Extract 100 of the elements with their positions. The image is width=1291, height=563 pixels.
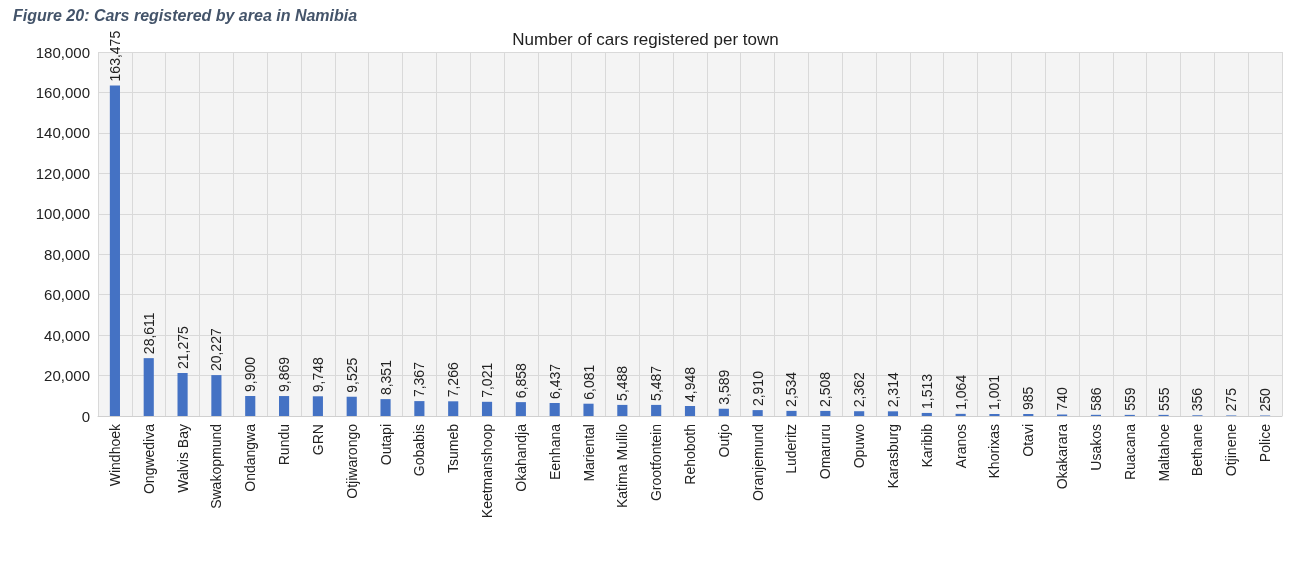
bar <box>143 358 154 416</box>
bar <box>955 413 966 416</box>
y-tick-label: 80,000 <box>44 245 90 263</box>
chart-title: Number of cars registered per town <box>512 30 779 49</box>
bar <box>312 396 323 416</box>
x-tick-label: Ruacana <box>1121 423 1138 481</box>
y-tick-label: 180,000 <box>35 43 90 61</box>
x-tick-label: Karibib <box>918 423 935 468</box>
data-label: 2,362 <box>851 371 868 408</box>
x-tick-label: GRN <box>309 424 326 456</box>
data-label: 250 <box>1257 387 1274 412</box>
data-label: 555 <box>1155 387 1172 411</box>
data-label: 2,910 <box>749 370 766 407</box>
data-label: 9,869 <box>276 356 293 393</box>
data-label: 7,367 <box>411 361 428 398</box>
data-label: 7,021 <box>479 362 496 398</box>
y-tick-label: 140,000 <box>35 124 90 142</box>
data-label: 2,534 <box>783 371 800 407</box>
x-tick-label: Omaruru <box>817 424 834 480</box>
bar <box>245 395 256 416</box>
x-tick-label: Ondangwa <box>242 423 259 492</box>
bar <box>414 401 425 416</box>
bar <box>786 410 797 416</box>
bar <box>549 402 560 416</box>
data-label: 7,266 <box>445 362 462 398</box>
bar <box>109 85 120 416</box>
x-tick-label: Otjiwarongo <box>343 423 360 499</box>
data-label: 4,948 <box>682 366 698 402</box>
bar <box>989 413 1000 416</box>
x-tick-label: Walvis Bay <box>174 424 191 493</box>
bar <box>752 410 763 416</box>
bar <box>583 403 594 416</box>
x-tick-label: Khorixas <box>986 424 1003 479</box>
y-tick-label: 160,000 <box>35 83 90 101</box>
bar <box>380 399 391 416</box>
data-label: 740 <box>1054 386 1071 411</box>
bar <box>684 405 696 416</box>
x-tick-label: Rehoboth <box>682 424 698 485</box>
data-label: 9,525 <box>343 357 360 393</box>
x-tick-label: Rundu <box>276 424 293 466</box>
data-label: 9,900 <box>242 356 259 392</box>
bar <box>718 408 729 416</box>
y-tick-label: 100,000 <box>35 205 90 223</box>
data-label: 5,487 <box>648 365 665 401</box>
data-label: 163,475 <box>106 30 123 82</box>
data-label: 2,508 <box>817 371 834 407</box>
data-label: 6,437 <box>546 363 563 399</box>
data-label: 1,001 <box>986 374 1003 410</box>
data-label: 1,513 <box>918 373 935 409</box>
x-tick-label: Otjinene <box>1223 423 1240 477</box>
caption: Figure 20: Cars registered by area in Namibia <box>13 6 358 24</box>
x-tick-label: Grootfontein <box>648 424 665 502</box>
x-tick-label: Oranjemund <box>749 424 766 502</box>
y-tick-label: 0 <box>81 407 90 425</box>
x-tick-label: Maltahoe <box>1155 423 1172 482</box>
data-label: 559 <box>1121 387 1138 411</box>
data-label: 28,611 <box>140 312 157 355</box>
data-label: 5,488 <box>614 365 631 401</box>
x-tick-label: Gobabis <box>411 424 428 477</box>
bar <box>278 396 290 416</box>
x-tick-label: Police <box>1257 423 1274 463</box>
y-tick-label: 20,000 <box>44 367 90 385</box>
x-tick-label: Karasburg <box>884 424 901 489</box>
y-tick-label: 40,000 <box>44 326 90 344</box>
bar <box>346 396 357 416</box>
x-tick-label: Mariental <box>580 424 597 482</box>
data-label: 6,858 <box>512 362 529 399</box>
data-label: 586 <box>1087 387 1104 411</box>
x-tick-label: Windhoek <box>106 423 123 487</box>
bar <box>820 410 831 416</box>
data-label: 985 <box>1020 386 1037 411</box>
x-tick-label: Okahandja <box>512 423 529 492</box>
y-tick-label: 120,000 <box>35 164 90 182</box>
x-tick-label: Outapi <box>377 424 394 466</box>
x-tick-label: Eenhana <box>546 423 563 481</box>
x-tick-label: Luderitz <box>783 424 800 474</box>
bar <box>481 401 493 416</box>
x-tick-label: Katima Mulilo <box>614 423 631 509</box>
x-tick-label: Okakarara <box>1054 423 1071 490</box>
x-tick-label: Bethane <box>1189 423 1206 477</box>
y-tick-label: 60,000 <box>44 286 90 304</box>
bar <box>617 404 628 416</box>
x-tick-label: Otavi <box>1020 424 1037 457</box>
x-tick-label: Swakopmund <box>208 424 225 509</box>
data-label: 20,227 <box>208 328 225 372</box>
bar <box>651 404 662 416</box>
x-tick-label: Ongwediva <box>140 423 157 495</box>
bar <box>515 402 526 416</box>
data-label: 2,314 <box>884 372 901 408</box>
bar <box>921 412 932 416</box>
data-label: 21,275 <box>174 325 191 369</box>
data-label: 8,351 <box>377 359 394 396</box>
bar <box>211 375 222 416</box>
x-tick-label: Outjo <box>715 423 732 458</box>
x-tick-label: Keetmanshoop <box>479 423 496 519</box>
data-label: 3,589 <box>715 369 732 405</box>
bar <box>854 411 865 416</box>
bar <box>887 411 899 416</box>
data-label: 356 <box>1189 387 1206 412</box>
bar <box>177 372 188 416</box>
